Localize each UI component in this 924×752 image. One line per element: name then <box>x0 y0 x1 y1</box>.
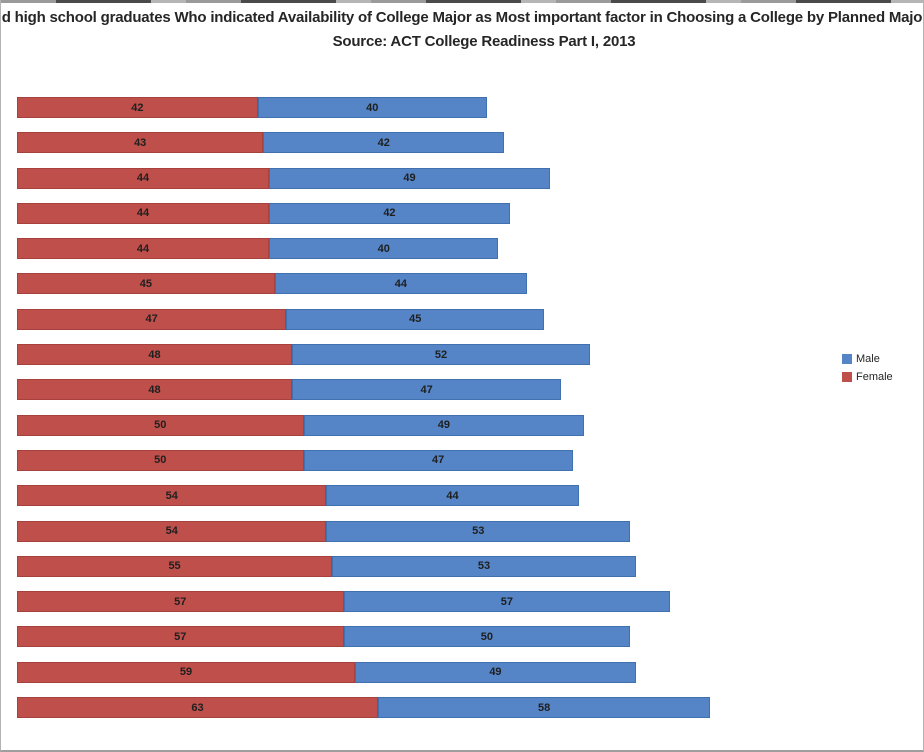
bar-row: 45 44 <box>17 273 710 295</box>
female-bar-segment: 59 <box>17 661 356 683</box>
male-bar-segment: 49 <box>355 661 636 683</box>
female-bar-segment: 54 <box>17 520 327 542</box>
male-bar-segment: 44 <box>326 485 579 507</box>
plot-area: 42 40 43 42 44 49 44 42 44 40 45 44 47 45 48 52 48 47 50 49… <box>17 97 711 732</box>
female-bar-segment: 55 <box>17 555 333 577</box>
male-bar-segment: 42 <box>269 202 510 224</box>
female-bar-segment: 44 <box>17 238 270 260</box>
female-bar-segment: 63 <box>17 697 378 719</box>
bar-row: 54 44 <box>17 485 710 507</box>
female-bar-segment: 43 <box>17 132 264 154</box>
male-bar-segment: 47 <box>303 449 573 471</box>
male-bar-segment: 58 <box>377 697 711 719</box>
female-bar-segment: 48 <box>17 344 293 366</box>
male-bar-segment: 44 <box>274 273 527 295</box>
legend-label-female: Female <box>856 371 893 383</box>
bar-row: 50 47 <box>17 449 710 471</box>
male-bar-segment: 45 <box>286 308 545 330</box>
female-legend-swatch-icon <box>842 372 852 382</box>
bar-row: 57 57 <box>17 591 710 613</box>
female-bar-segment: 44 <box>17 202 270 224</box>
male-bar-segment: 49 <box>303 414 585 436</box>
male-bar-segment: 40 <box>257 97 487 118</box>
legend-item-male: Male <box>842 353 893 365</box>
male-bar-segment: 47 <box>292 379 562 401</box>
male-bar-segment: 52 <box>292 344 590 366</box>
male-bar-segment: 53 <box>332 555 636 577</box>
female-bar-segment: 57 <box>17 626 344 648</box>
bar-row: 44 42 <box>17 202 710 224</box>
female-bar-segment: 48 <box>17 379 293 401</box>
male-bar-segment: 42 <box>263 132 505 154</box>
bar-row: 44 49 <box>17 167 710 189</box>
legend-item-female: Female <box>842 371 893 383</box>
male-bar-segment: 50 <box>343 626 631 648</box>
male-bar-segment: 49 <box>269 167 550 189</box>
female-bar-segment: 47 <box>17 308 287 330</box>
chart-subtitle: Source: ACT College Readiness Part I, 20… <box>332 33 636 50</box>
female-bar-segment: 57 <box>17 591 344 613</box>
chart-title: d high school graduates Who indicated Av… <box>1 9 923 26</box>
male-bar-segment: 57 <box>343 591 671 613</box>
male-legend-swatch-icon <box>842 354 852 364</box>
bar-row: 44 40 <box>17 238 710 260</box>
female-bar-segment: 44 <box>17 167 270 189</box>
legend: Male Female <box>842 353 893 383</box>
male-bar-segment: 40 <box>269 238 499 260</box>
bar-row: 42 40 <box>17 97 710 118</box>
bar-row: 55 53 <box>17 555 710 577</box>
bar-row: 57 50 <box>17 626 710 648</box>
bar-row: 47 45 <box>17 308 710 330</box>
bar-row: 48 52 <box>17 344 710 366</box>
bar-row: 48 47 <box>17 379 710 401</box>
male-bar-segment: 53 <box>326 520 631 542</box>
female-bar-segment: 54 <box>17 485 327 507</box>
bar-row: 63 58 <box>17 697 711 719</box>
legend-label-male: Male <box>856 353 880 365</box>
female-bar-segment: 42 <box>17 97 258 118</box>
female-bar-segment: 45 <box>17 273 275 295</box>
bar-row: 59 49 <box>17 661 710 683</box>
bar-row: 50 49 <box>17 414 710 436</box>
bar-row: 54 53 <box>17 520 710 542</box>
bar-row: 43 42 <box>17 132 710 154</box>
cropped-text-strip <box>1 0 923 3</box>
female-bar-segment: 50 <box>17 414 304 436</box>
female-bar-segment: 50 <box>17 449 304 471</box>
